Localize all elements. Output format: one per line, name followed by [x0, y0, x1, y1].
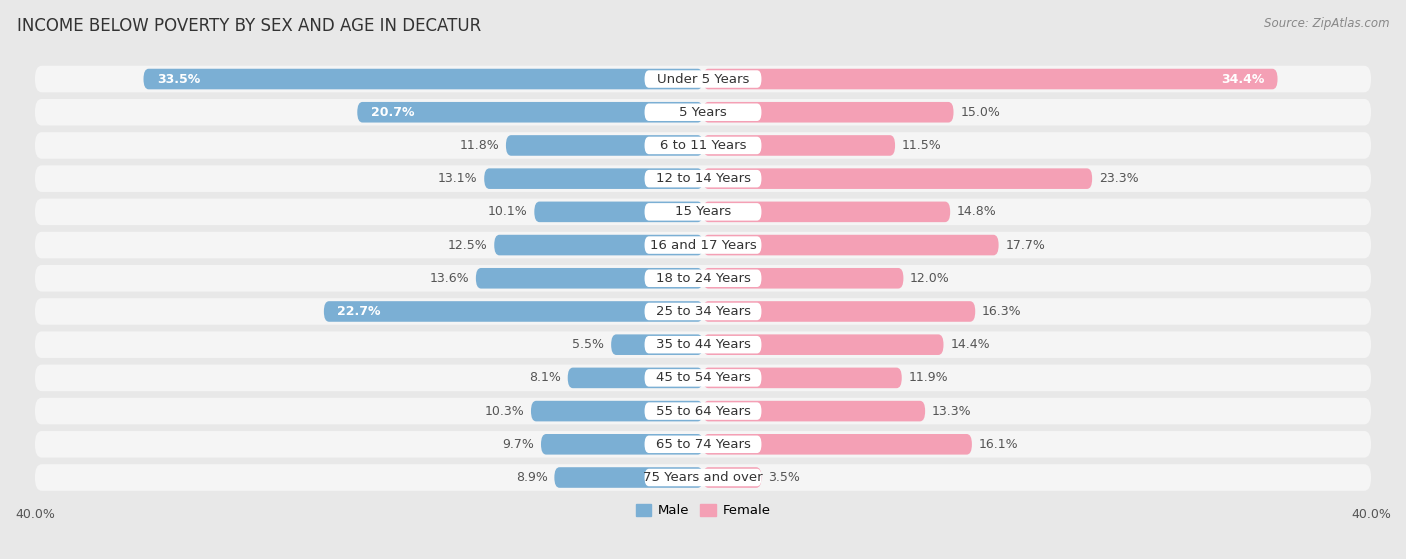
FancyBboxPatch shape [644, 170, 762, 187]
Text: 16.3%: 16.3% [981, 305, 1022, 318]
FancyBboxPatch shape [644, 402, 762, 420]
FancyBboxPatch shape [35, 364, 1371, 391]
FancyBboxPatch shape [703, 135, 896, 156]
Text: 33.5%: 33.5% [157, 73, 200, 86]
FancyBboxPatch shape [644, 137, 762, 154]
Text: 3.5%: 3.5% [768, 471, 800, 484]
Text: 22.7%: 22.7% [337, 305, 381, 318]
Text: 14.4%: 14.4% [950, 338, 990, 351]
Text: 23.3%: 23.3% [1099, 172, 1139, 185]
Text: 6 to 11 Years: 6 to 11 Years [659, 139, 747, 152]
Text: 11.5%: 11.5% [901, 139, 942, 152]
FancyBboxPatch shape [35, 265, 1371, 292]
FancyBboxPatch shape [35, 298, 1371, 325]
Text: 5 Years: 5 Years [679, 106, 727, 119]
Text: 55 to 64 Years: 55 to 64 Years [655, 405, 751, 418]
Text: 12.0%: 12.0% [910, 272, 950, 285]
Text: 45 to 54 Years: 45 to 54 Years [655, 371, 751, 385]
FancyBboxPatch shape [703, 268, 904, 288]
Text: 13.1%: 13.1% [437, 172, 478, 185]
Text: 15 Years: 15 Years [675, 205, 731, 219]
FancyBboxPatch shape [554, 467, 703, 488]
FancyBboxPatch shape [703, 434, 972, 454]
Text: INCOME BELOW POVERTY BY SEX AND AGE IN DECATUR: INCOME BELOW POVERTY BY SEX AND AGE IN D… [17, 17, 481, 35]
FancyBboxPatch shape [484, 168, 703, 189]
Text: 16 and 17 Years: 16 and 17 Years [650, 239, 756, 252]
FancyBboxPatch shape [644, 303, 762, 320]
FancyBboxPatch shape [35, 232, 1371, 258]
Text: Under 5 Years: Under 5 Years [657, 73, 749, 86]
FancyBboxPatch shape [703, 102, 953, 122]
Text: 11.8%: 11.8% [460, 139, 499, 152]
FancyBboxPatch shape [568, 368, 703, 388]
Text: 8.1%: 8.1% [529, 371, 561, 385]
Text: 10.3%: 10.3% [485, 405, 524, 418]
FancyBboxPatch shape [644, 435, 762, 453]
FancyBboxPatch shape [644, 103, 762, 121]
FancyBboxPatch shape [35, 464, 1371, 491]
Text: 5.5%: 5.5% [572, 338, 605, 351]
Text: 75 Years and over: 75 Years and over [643, 471, 763, 484]
Text: 13.3%: 13.3% [932, 405, 972, 418]
Text: 16.1%: 16.1% [979, 438, 1018, 451]
FancyBboxPatch shape [703, 69, 1278, 89]
Text: 12.5%: 12.5% [447, 239, 488, 252]
FancyBboxPatch shape [612, 334, 703, 355]
Text: 15.0%: 15.0% [960, 106, 1000, 119]
Text: 25 to 34 Years: 25 to 34 Years [655, 305, 751, 318]
FancyBboxPatch shape [703, 235, 998, 255]
FancyBboxPatch shape [703, 301, 976, 322]
FancyBboxPatch shape [506, 135, 703, 156]
FancyBboxPatch shape [495, 235, 703, 255]
FancyBboxPatch shape [35, 132, 1371, 159]
Text: 14.8%: 14.8% [957, 205, 997, 219]
Text: 8.9%: 8.9% [516, 471, 548, 484]
FancyBboxPatch shape [703, 334, 943, 355]
FancyBboxPatch shape [35, 331, 1371, 358]
Text: 11.9%: 11.9% [908, 371, 948, 385]
FancyBboxPatch shape [644, 336, 762, 353]
FancyBboxPatch shape [323, 301, 703, 322]
FancyBboxPatch shape [143, 69, 703, 89]
FancyBboxPatch shape [475, 268, 703, 288]
FancyBboxPatch shape [703, 202, 950, 222]
Text: 20.7%: 20.7% [371, 106, 415, 119]
FancyBboxPatch shape [357, 102, 703, 122]
Text: 17.7%: 17.7% [1005, 239, 1045, 252]
FancyBboxPatch shape [531, 401, 703, 421]
FancyBboxPatch shape [35, 398, 1371, 424]
Text: 65 to 74 Years: 65 to 74 Years [655, 438, 751, 451]
FancyBboxPatch shape [644, 369, 762, 387]
FancyBboxPatch shape [644, 469, 762, 486]
Text: 13.6%: 13.6% [430, 272, 470, 285]
Text: 9.7%: 9.7% [502, 438, 534, 451]
Text: 34.4%: 34.4% [1220, 73, 1264, 86]
FancyBboxPatch shape [644, 236, 762, 254]
FancyBboxPatch shape [541, 434, 703, 454]
FancyBboxPatch shape [35, 431, 1371, 458]
FancyBboxPatch shape [35, 165, 1371, 192]
FancyBboxPatch shape [703, 401, 925, 421]
Text: 18 to 24 Years: 18 to 24 Years [655, 272, 751, 285]
FancyBboxPatch shape [35, 198, 1371, 225]
Legend: Male, Female: Male, Female [630, 499, 776, 523]
FancyBboxPatch shape [703, 467, 762, 488]
FancyBboxPatch shape [35, 99, 1371, 126]
FancyBboxPatch shape [703, 368, 901, 388]
FancyBboxPatch shape [35, 66, 1371, 92]
Text: Source: ZipAtlas.com: Source: ZipAtlas.com [1264, 17, 1389, 30]
FancyBboxPatch shape [703, 168, 1092, 189]
Text: 10.1%: 10.1% [488, 205, 527, 219]
FancyBboxPatch shape [644, 70, 762, 88]
Text: 35 to 44 Years: 35 to 44 Years [655, 338, 751, 351]
FancyBboxPatch shape [534, 202, 703, 222]
FancyBboxPatch shape [644, 269, 762, 287]
Text: 12 to 14 Years: 12 to 14 Years [655, 172, 751, 185]
FancyBboxPatch shape [644, 203, 762, 221]
